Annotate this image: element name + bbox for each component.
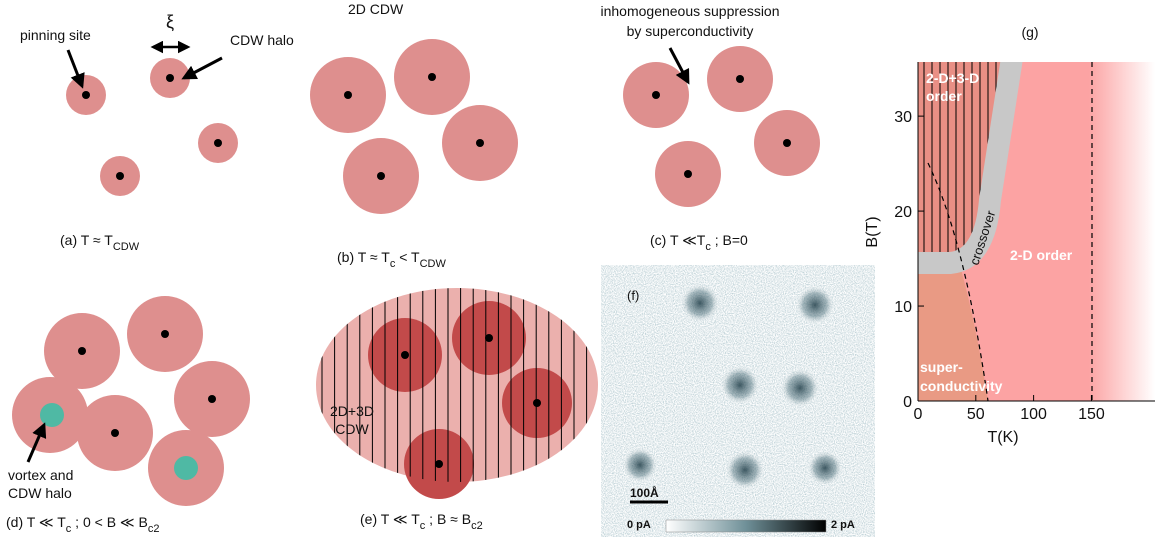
note: by superconductivity	[627, 23, 754, 39]
panel-a: pinning site ξ CDW halo (a) T ≈ TCDW	[20, 12, 294, 253]
figure: pinning site ξ CDW halo (a) T ≈ TCDW 2D …	[0, 0, 1173, 545]
x-tick-label: 50	[967, 406, 985, 423]
panel-d: vortex and CDW halo (d) T ≪ Tc ; 0 < B ≪…	[6, 296, 250, 535]
label: pinning site	[20, 27, 91, 43]
caption: (b) T ≈ Tc < TCDW	[337, 249, 446, 270]
note: vortex and	[8, 467, 73, 483]
y-tick-label: 20	[894, 204, 912, 221]
caption-text: ; 0 < B ≪ B	[71, 514, 148, 530]
scale-bar-label: 100Å	[630, 485, 659, 500]
region-label: 2-D+3-D	[926, 70, 979, 86]
caption: (d) T ≪ Tc ; 0 < B ≪ Bc2	[6, 514, 159, 535]
panel-c: inhomogeneous suppression by superconduc…	[600, 3, 820, 253]
y-axis-title: B(T)	[864, 216, 881, 247]
note: inhomogeneous suppression	[600, 3, 779, 19]
caption-subscript: c2	[471, 520, 483, 532]
caption-text: ; B ≈ B	[425, 511, 471, 527]
panel-b: 2D CDW (b) T ≈ Tc < TCDW	[310, 1, 518, 270]
caption: (a) T ≈ TCDW	[60, 232, 140, 253]
caption-text: < T	[395, 249, 420, 265]
caption-text: (e) T ≪ T	[360, 511, 420, 527]
title: 2D CDW	[348, 1, 404, 17]
caption-subscript: CDW	[420, 258, 447, 270]
panel-label: (g)	[1021, 24, 1038, 40]
y-tick-label: 0	[903, 394, 912, 411]
label: ξ	[166, 12, 174, 32]
caption-text: (c) T ≪T	[650, 232, 706, 248]
caption: (e) T ≪ Tc ; B ≈ Bc2	[360, 511, 483, 532]
region-label: 2-D order	[1010, 247, 1073, 263]
caption-text: (a) T ≈ T	[60, 232, 113, 248]
note: CDW	[335, 421, 369, 437]
caption-text: ; B=0	[711, 232, 748, 248]
panel-g: 2-D+3-D order crossover 2-D order super-…	[864, 24, 1155, 446]
x-tick-label: 0	[914, 406, 923, 423]
label: CDW halo	[230, 32, 294, 48]
caption-text: (b) T ≈ T	[337, 249, 390, 265]
caption-text: (d) T ≪ T	[6, 514, 66, 530]
region-label: conductivity	[920, 378, 1003, 394]
region-label: super-	[920, 359, 963, 375]
colorbar-label: 0 pA	[627, 519, 651, 531]
region-label: order	[926, 88, 962, 104]
note: 2D+3D	[330, 403, 374, 419]
caption-subscript: c2	[148, 523, 160, 535]
caption-subscript: CDW	[113, 241, 140, 253]
label: (f)	[627, 288, 639, 303]
x-tick-label: 100	[1020, 406, 1047, 423]
x-tick-label: 150	[1078, 406, 1105, 423]
panel-f: (f) 100Å 0 pA 2 pA	[622, 283, 855, 532]
colorbar-label: 2 pA	[831, 519, 855, 531]
note: CDW halo	[8, 485, 72, 501]
x-axis-title: T(K)	[987, 429, 1018, 446]
y-tick-label: 10	[894, 299, 912, 316]
y-tick-label: 30	[894, 109, 912, 126]
panel-e: 2D+3D CDW (e) T ≪ Tc ; B ≈ Bc2	[316, 285, 599, 532]
caption: (c) T ≪Tc ; B=0	[650, 232, 748, 253]
